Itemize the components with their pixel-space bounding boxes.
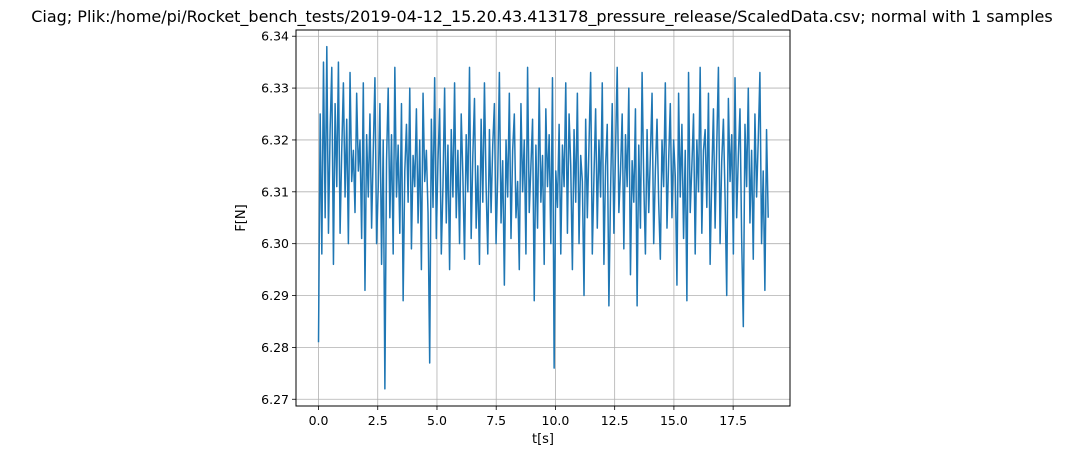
chart-title: Ciag; Plik:/home/pi/Rocket_bench_tests/2… xyxy=(31,7,1052,27)
series-group xyxy=(317,45,769,390)
x-tick-label: 2.5 xyxy=(368,413,388,428)
x-axis-ticks: 0.0 2.5 5.0 7.5 10.0 12.5 15.0 17.5 xyxy=(309,406,747,428)
x-tick-label: 12.5 xyxy=(601,413,629,428)
y-axis-label: F[N] xyxy=(234,204,249,231)
y-tick-label: 6.30 xyxy=(261,236,289,251)
x-tick-label: 0.0 xyxy=(309,413,329,428)
x-tick-label: 10.0 xyxy=(542,413,570,428)
x-tick-label: 17.5 xyxy=(719,413,747,428)
y-tick-label: 6.29 xyxy=(261,288,289,303)
y-tick-label: 6.27 xyxy=(261,392,289,407)
y-tick-label: 6.33 xyxy=(261,81,289,96)
y-tick-label: 6.34 xyxy=(261,29,289,44)
y-tick-label: 6.28 xyxy=(261,340,289,355)
y-tick-label: 6.31 xyxy=(261,184,289,199)
series-line-1 xyxy=(317,45,769,390)
plot-frame xyxy=(295,29,791,407)
x-axis-label: t[s] xyxy=(532,432,554,447)
x-tick-label: 7.5 xyxy=(486,413,506,428)
y-axis-ticks: 6.27 6.28 6.29 6.30 6.31 6.32 6.33 6.34 xyxy=(261,29,296,407)
x-tick-label: 5.0 xyxy=(427,413,447,428)
x-tick-label: 15.0 xyxy=(660,413,688,428)
y-tick-label: 6.32 xyxy=(261,132,289,147)
